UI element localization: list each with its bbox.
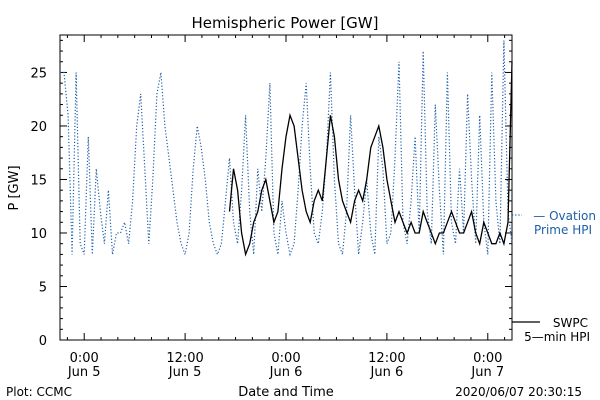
- x-tick-label-time: 0:00: [271, 351, 300, 366]
- legend-ovation-line2: Prime HPI: [534, 223, 592, 237]
- legend-swpc-line2: 5—min HPI: [524, 330, 590, 344]
- legend-ovation-line1: — Ovation: [533, 209, 596, 223]
- x-tick-label-date: Jun 5: [168, 365, 202, 380]
- y-axis-label: P [GW]: [7, 165, 22, 210]
- legend-swpc-line1: SWPC: [553, 316, 588, 330]
- y-tick-label: 20: [30, 120, 47, 135]
- series-line-ovation: [60, 40, 513, 257]
- plot-timestamp: 2020/06/07 20:30:15: [455, 385, 582, 399]
- legend: — Ovation Prime HPI SWPC 5—min HPI: [512, 209, 596, 344]
- x-tick-label-time: 0:00: [473, 351, 502, 366]
- y-tick-label: 15: [30, 173, 47, 188]
- y-tick-label: 10: [30, 227, 47, 242]
- plot-frame: [59, 34, 513, 341]
- x-tick-label-date: Jun 5: [67, 365, 101, 380]
- x-tick-label-time: 0:00: [70, 351, 99, 366]
- y-tick-label: 5: [39, 280, 47, 295]
- y-tick-label: 0: [39, 334, 47, 349]
- x-tick-label-date: Jun 6: [370, 365, 404, 380]
- x-axis-label: Date and Time: [238, 385, 334, 400]
- series-layer: [60, 40, 513, 257]
- x-tick-label-time: 12:00: [368, 351, 405, 366]
- series-line-swpc: [228, 61, 513, 257]
- chart-title: Hemispheric Power [GW]: [192, 14, 379, 32]
- plot-credit: Plot: CCMC: [6, 385, 72, 399]
- x-tick-label-time: 12:00: [166, 351, 203, 366]
- x-tick-label-date: Jun 6: [269, 365, 303, 380]
- x-tick-label-date: Jun 7: [470, 365, 504, 380]
- y-tick-label: 25: [30, 66, 47, 81]
